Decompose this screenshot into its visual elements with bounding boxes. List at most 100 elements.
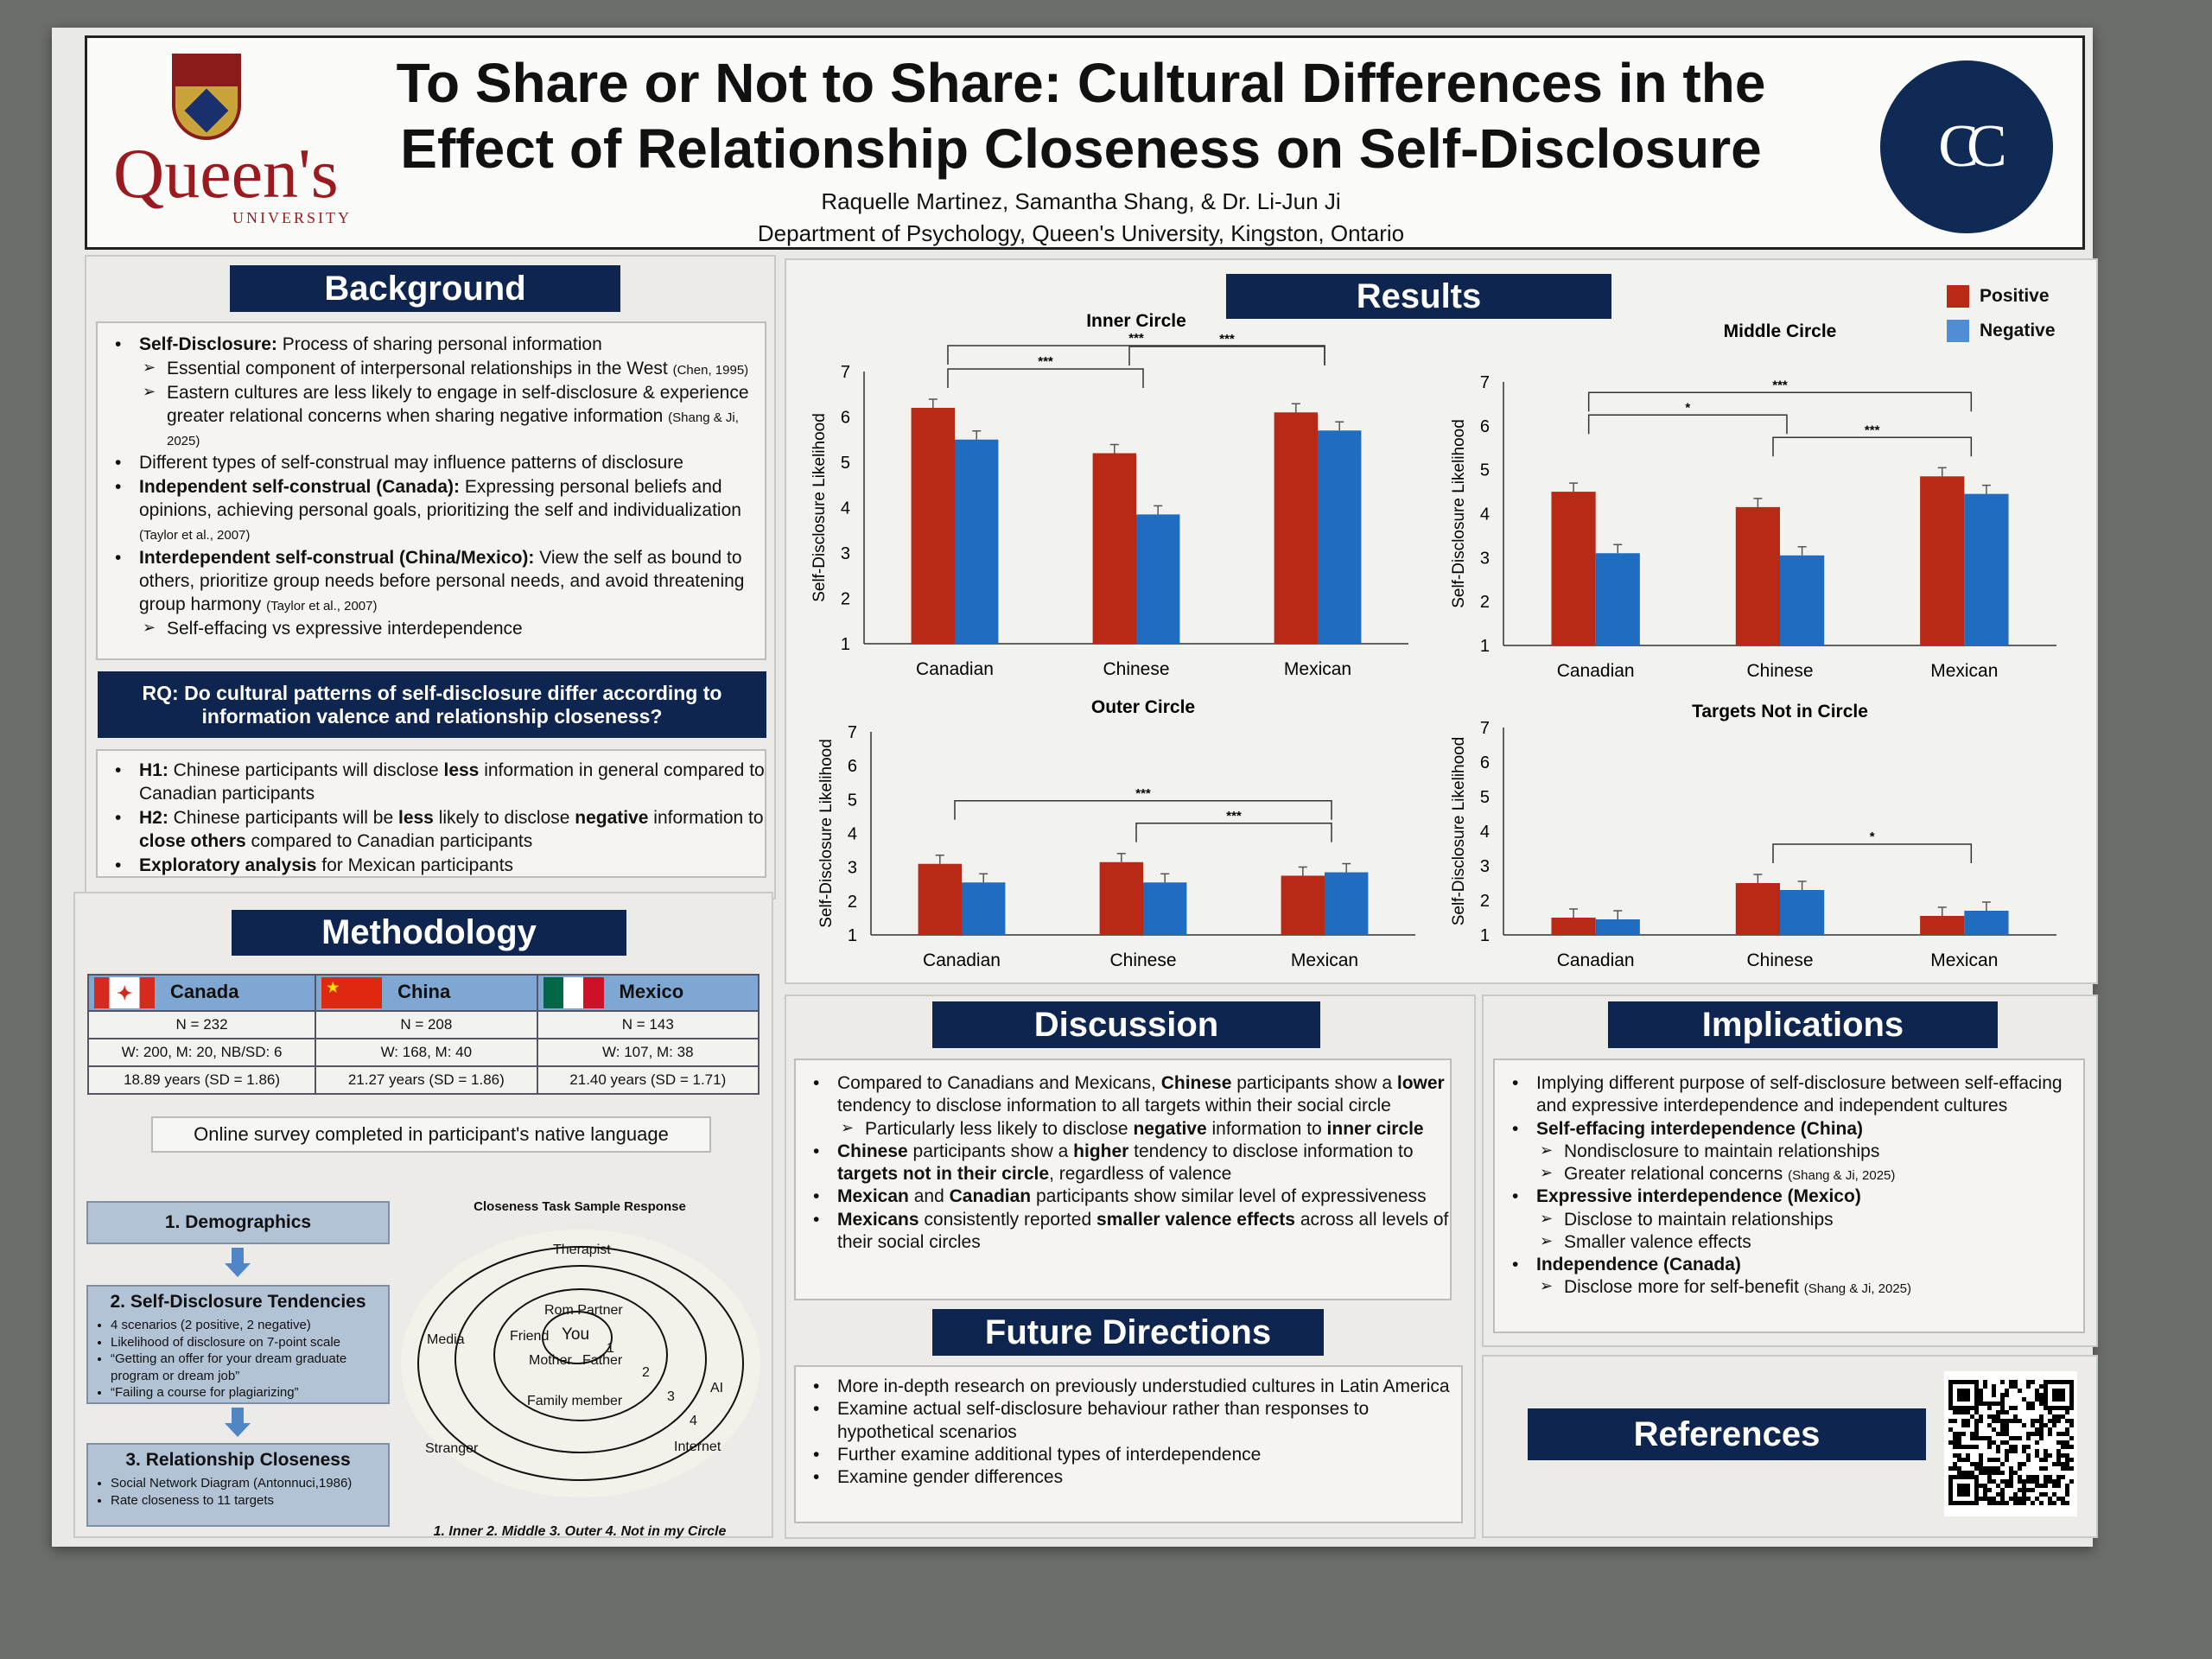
y-tick-label: 6 (1480, 753, 1490, 772)
step-bullet: Likelihood of disclosure on 7-point scal… (111, 1334, 388, 1351)
poster-title-line2: Effect of Relationship Closeness on Self… (400, 118, 1762, 180)
sample-size: N = 232 (86, 1010, 317, 1039)
x-tick-label: Canadian (1557, 950, 1635, 970)
citation: (Chen, 1995) (672, 362, 749, 378)
bar-positive (1735, 883, 1780, 935)
text: tendency to disclose information to all … (837, 1096, 1391, 1116)
bold-text: Self-effacing interdependence (China) (1536, 1118, 1864, 1139)
significance-bracket (1772, 436, 1973, 457)
queens-logo-subtext: UNIVERSITY (232, 209, 352, 226)
text: Examine actual self-disclosure behaviour… (837, 1399, 1370, 1442)
list-item: More in-depth research on previously und… (796, 1376, 1461, 1399)
poster-header: Queen's UNIVERSITY To Share or Not to Sh… (85, 35, 2085, 250)
bar-positive (1274, 412, 1318, 644)
y-tick-label: 2 (848, 893, 857, 912)
diagram-label: Family member (527, 1394, 623, 1408)
legend-swatch-negative (1947, 320, 1969, 342)
gender-breakdown: W: 200, M: 20, NB/SD: 6 (86, 1038, 317, 1067)
list-item: Greater relational concerns (Shang & Ji,… (1495, 1163, 2083, 1185)
list-item: Implying different purpose of self-discl… (1495, 1072, 2083, 1118)
down-arrow-icon (225, 1408, 251, 1439)
step-relationship-closeness: 3. Relationship Closeness Social Network… (86, 1443, 390, 1527)
diagram-label: Father (582, 1353, 623, 1368)
text: Smaller valence effects (1564, 1231, 1751, 1252)
bar-positive (911, 408, 955, 644)
diagram-label: Mother (529, 1353, 572, 1368)
y-tick-label: 7 (848, 723, 857, 742)
x-tick-label: Chinese (1103, 659, 1169, 679)
significance-label: *** (1226, 809, 1242, 823)
bold-text: smaller valence effects (1096, 1209, 1295, 1230)
country-header-mexico: Mexico (536, 974, 760, 1012)
bar-negative (1595, 553, 1640, 645)
concentric-circles (401, 1230, 760, 1497)
bar-negative (1964, 493, 2009, 645)
bold-text: inner circle (1326, 1118, 1424, 1139)
y-tick-label: 2 (1480, 593, 1490, 612)
bar-positive (1551, 918, 1596, 935)
bar-positive (1551, 492, 1596, 645)
text: consistently reported (918, 1209, 1096, 1230)
y-axis-label: Self-Disclosure Likelihood (817, 739, 836, 928)
bar-positive (1281, 875, 1325, 935)
research-question: RQ: Do cultural patterns of self-disclos… (98, 671, 766, 738)
text: participants show a (907, 1141, 1074, 1161)
x-tick-label: Chinese (1746, 950, 1813, 970)
methodology-heading: Methodology (232, 910, 626, 956)
text: Nondisclosure to maintain relationships (1564, 1141, 1880, 1161)
significance-bracket (1587, 391, 1973, 412)
step-bullet: “Failing a course for plagiarizing” (111, 1384, 388, 1402)
list-item: Different types of self-construal may in… (98, 452, 765, 475)
text: Chinese participants will disclose (168, 760, 444, 780)
mean-age: 21.40 years (SD = 1.71) (536, 1065, 760, 1095)
bold-text: Mexican (837, 1186, 909, 1207)
diagram-caption: 1. Inner 2. Middle 3. Outer 4. Not in my… (433, 1524, 727, 1539)
y-axis-label: Self-Disclosure Likelihood (1450, 737, 1468, 926)
references-heading: References (1528, 1408, 1926, 1460)
references-qr-code[interactable] (1944, 1371, 2077, 1516)
y-tick-label: 7 (841, 363, 850, 382)
text: participants show similar level of expre… (1031, 1186, 1427, 1207)
list-item: Disclose to maintain relationships (1495, 1209, 2083, 1231)
bar-positive (1920, 916, 1965, 935)
y-tick-label: 3 (1480, 549, 1490, 568)
citation: (Taylor et al., 2007) (139, 528, 251, 543)
bar-negative (962, 882, 1006, 935)
text: likely to disclose (433, 807, 575, 828)
significance-label: *** (1135, 786, 1151, 801)
bar-negative (1780, 555, 1825, 645)
bar-positive (1092, 453, 1136, 644)
list-item: Examine gender differences (796, 1466, 1461, 1490)
queens-crest-icon (172, 54, 241, 140)
list-item: Self-effacing vs expressive interdepende… (98, 618, 765, 641)
chart-title: Outer Circle (1091, 697, 1195, 717)
country-header-canada: ✦ Canada (86, 974, 317, 1012)
y-axis-label: Self-Disclosure Likelihood (1450, 419, 1468, 608)
text: participants show a (1231, 1073, 1397, 1093)
y-tick-label: 3 (848, 859, 857, 878)
x-tick-label: Mexican (1291, 950, 1358, 970)
bold-text: Mexicans (837, 1209, 919, 1230)
citation: (Shang & Ji, 2025) (167, 410, 739, 448)
text: information to (1206, 1118, 1327, 1139)
y-tick-label: 6 (848, 757, 857, 776)
significance-label: * (1685, 400, 1690, 415)
text: information to (648, 807, 764, 828)
bold-text: Independence (Canada) (1536, 1255, 1741, 1274)
bold-text: close others (139, 830, 246, 851)
y-tick-label: 1 (1480, 926, 1490, 945)
x-tick-label: Mexican (1930, 950, 1998, 970)
text: Different types of self-construal may in… (139, 453, 683, 474)
text: Greater relational concerns (1564, 1164, 1789, 1184)
y-tick-label: 5 (1480, 788, 1490, 807)
chart-title: Inner Circle (1086, 311, 1186, 331)
results-panel (785, 258, 2098, 984)
text: Disclose to maintain relationships (1564, 1209, 1834, 1230)
y-tick-label: 5 (848, 791, 857, 810)
significance-bracket (947, 368, 1144, 388)
bar-positive (1735, 506, 1780, 645)
bold-text: Self-Disclosure: (139, 334, 277, 354)
legend-positive: Positive (1947, 285, 2056, 308)
diagram-label: 1 (607, 1341, 614, 1356)
y-tick-label: 3 (841, 544, 850, 563)
